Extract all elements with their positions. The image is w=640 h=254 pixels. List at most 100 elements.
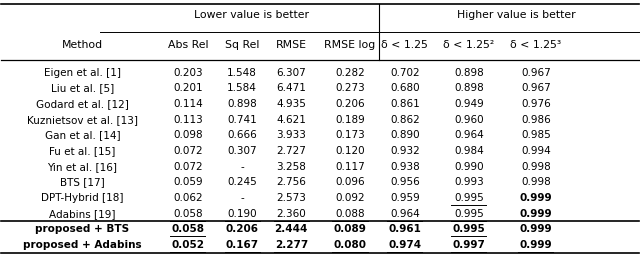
Text: 0.999: 0.999	[520, 209, 552, 219]
Text: 6.471: 6.471	[276, 83, 306, 93]
Text: δ < 1.25³: δ < 1.25³	[510, 40, 561, 50]
Text: 0.995: 0.995	[452, 224, 485, 234]
Text: 0.995: 0.995	[454, 193, 484, 203]
Text: 0.999: 0.999	[520, 193, 552, 203]
Text: Adabins [19]: Adabins [19]	[49, 209, 116, 219]
Text: Fu et al. [15]: Fu et al. [15]	[49, 146, 116, 156]
Text: BTS [17]: BTS [17]	[60, 177, 105, 187]
Text: 0.096: 0.096	[335, 177, 365, 187]
Text: δ < 1.25: δ < 1.25	[381, 40, 428, 50]
Text: 0.976: 0.976	[521, 99, 551, 109]
Text: Sq Rel: Sq Rel	[225, 40, 259, 50]
Text: 0.072: 0.072	[173, 162, 203, 172]
Text: 0.062: 0.062	[173, 193, 203, 203]
Text: 0.203: 0.203	[173, 68, 203, 78]
Text: Method: Method	[62, 40, 103, 50]
Text: 4.621: 4.621	[276, 115, 306, 125]
Text: 0.990: 0.990	[454, 162, 484, 172]
Text: 0.273: 0.273	[335, 83, 365, 93]
Text: 0.120: 0.120	[335, 146, 365, 156]
Text: 1.548: 1.548	[227, 68, 257, 78]
Text: 0.206: 0.206	[335, 99, 365, 109]
Text: 2.573: 2.573	[276, 193, 306, 203]
Text: 4.935: 4.935	[276, 99, 306, 109]
Text: Lower value is better: Lower value is better	[194, 10, 309, 20]
Text: 0.964: 0.964	[390, 209, 420, 219]
Text: 0.956: 0.956	[390, 177, 420, 187]
Text: 0.307: 0.307	[227, 146, 257, 156]
Text: 1.584: 1.584	[227, 83, 257, 93]
Text: Kuznietsov et al. [13]: Kuznietsov et al. [13]	[27, 115, 138, 125]
Text: 0.189: 0.189	[335, 115, 365, 125]
Text: δ < 1.25²: δ < 1.25²	[443, 40, 495, 50]
Text: 0.964: 0.964	[454, 130, 484, 140]
Text: 0.890: 0.890	[390, 130, 420, 140]
Text: Abs Rel: Abs Rel	[168, 40, 208, 50]
Text: 0.898: 0.898	[227, 99, 257, 109]
Text: 6.307: 6.307	[276, 68, 306, 78]
Text: 0.680: 0.680	[390, 83, 420, 93]
Text: 0.862: 0.862	[390, 115, 420, 125]
Text: 0.058: 0.058	[172, 224, 204, 234]
Text: proposed + BTS: proposed + BTS	[35, 224, 129, 234]
Text: 0.113: 0.113	[173, 115, 203, 125]
Text: 0.072: 0.072	[173, 146, 203, 156]
Text: 0.666: 0.666	[227, 130, 257, 140]
Text: 0.058: 0.058	[173, 209, 203, 219]
Text: 0.995: 0.995	[454, 209, 484, 219]
Text: 0.741: 0.741	[227, 115, 257, 125]
Text: 0.999: 0.999	[520, 224, 552, 234]
Text: 0.938: 0.938	[390, 162, 420, 172]
Text: 0.997: 0.997	[452, 240, 485, 250]
Text: 2.360: 2.360	[276, 209, 306, 219]
Text: 0.117: 0.117	[335, 162, 365, 172]
Text: Gan et al. [14]: Gan et al. [14]	[45, 130, 120, 140]
Text: 3.933: 3.933	[276, 130, 306, 140]
Text: RMSE: RMSE	[276, 40, 307, 50]
Text: 0.088: 0.088	[335, 209, 365, 219]
Text: 0.092: 0.092	[335, 193, 365, 203]
Text: 0.059: 0.059	[173, 177, 203, 187]
Text: 0.098: 0.098	[173, 130, 203, 140]
Text: 0.282: 0.282	[335, 68, 365, 78]
Text: 0.998: 0.998	[521, 162, 551, 172]
Text: 0.960: 0.960	[454, 115, 484, 125]
Text: proposed + Adabins: proposed + Adabins	[23, 240, 141, 250]
Text: 2.277: 2.277	[275, 240, 308, 250]
Text: 3.258: 3.258	[276, 162, 306, 172]
Text: 0.201: 0.201	[173, 83, 203, 93]
Text: 0.932: 0.932	[390, 146, 420, 156]
Text: 0.190: 0.190	[227, 209, 257, 219]
Text: DPT-Hybrid [18]: DPT-Hybrid [18]	[41, 193, 124, 203]
Text: 0.998: 0.998	[521, 177, 551, 187]
Text: 0.985: 0.985	[521, 130, 551, 140]
Text: 0.702: 0.702	[390, 68, 420, 78]
Text: 0.984: 0.984	[454, 146, 484, 156]
Text: 0.114: 0.114	[173, 99, 203, 109]
Text: 0.861: 0.861	[390, 99, 420, 109]
Text: 0.967: 0.967	[521, 68, 551, 78]
Text: 0.959: 0.959	[390, 193, 420, 203]
Text: 0.245: 0.245	[227, 177, 257, 187]
Text: 0.986: 0.986	[521, 115, 551, 125]
Text: 0.993: 0.993	[454, 177, 484, 187]
Text: 0.967: 0.967	[521, 83, 551, 93]
Text: RMSE log: RMSE log	[324, 40, 376, 50]
Text: Higher value is better: Higher value is better	[458, 10, 576, 20]
Text: 0.949: 0.949	[454, 99, 484, 109]
Text: -: -	[240, 193, 244, 203]
Text: 2.756: 2.756	[276, 177, 306, 187]
Text: Liu et al. [5]: Liu et al. [5]	[51, 83, 114, 93]
Text: -: -	[240, 162, 244, 172]
Text: 0.898: 0.898	[454, 83, 484, 93]
Text: 0.167: 0.167	[225, 240, 259, 250]
Text: Yin et al. [16]: Yin et al. [16]	[47, 162, 117, 172]
Text: 0.173: 0.173	[335, 130, 365, 140]
Text: 0.999: 0.999	[520, 240, 552, 250]
Text: 0.080: 0.080	[333, 240, 367, 250]
Text: 0.974: 0.974	[388, 240, 422, 250]
Text: 2.444: 2.444	[275, 224, 308, 234]
Text: Godard et al. [12]: Godard et al. [12]	[36, 99, 129, 109]
Text: 2.727: 2.727	[276, 146, 306, 156]
Text: 0.089: 0.089	[333, 224, 367, 234]
